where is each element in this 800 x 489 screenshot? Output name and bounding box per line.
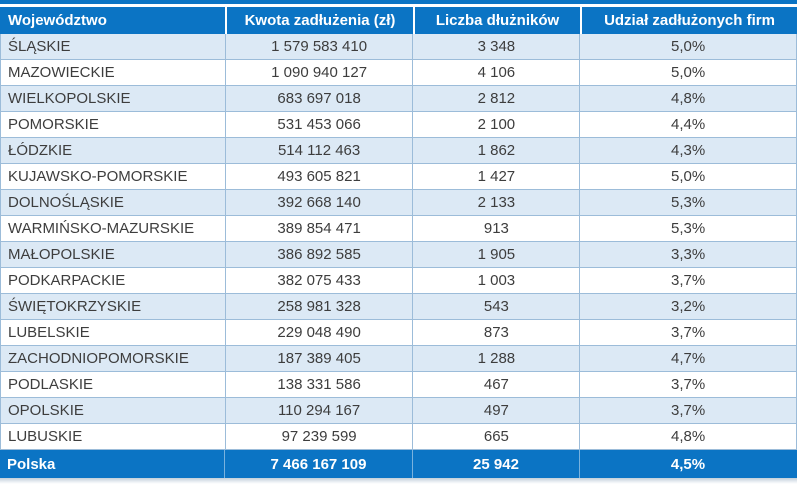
debtors-count-cell: 1 003 — [412, 268, 579, 293]
region-cell: KUJAWSKO-POMORSKIE — [8, 168, 188, 185]
table-row: LUBELSKIE 229 048 490 873 3,7% — [0, 320, 797, 346]
table-body: ŚLĄSKIE 1 579 583 410 3 348 5,0% MAZOWIE… — [0, 34, 797, 450]
region-cell: ŚWIĘTOKRZYSKIE — [8, 298, 142, 315]
table-row: POMORSKIE 531 453 066 2 100 4,4% — [0, 112, 797, 138]
region-cell: ŁÓDZKIE — [8, 142, 73, 159]
debt-amount-cell: 386 892 585 — [224, 242, 413, 267]
table-row: DOLNOŚLĄSKIE 392 668 140 2 133 5,3% — [0, 190, 797, 216]
region-cell: MAZOWIECKIE — [8, 64, 115, 81]
debt-amount-cell: 187 389 405 — [224, 346, 413, 371]
region-cell: OPOLSKIE — [8, 402, 84, 419]
region-cell: WIELKOPOLSKIE — [8, 90, 131, 107]
debt-amount-cell: 493 605 821 — [224, 164, 413, 189]
table-row: PODKARPACKIE 382 075 433 1 003 3,7% — [0, 268, 797, 294]
table-header-row: Województwo Kwota zadłużenia (zł) Liczba… — [0, 7, 797, 34]
debt-share-cell: 4,3% — [579, 138, 796, 163]
debt-amount-cell: 382 075 433 — [224, 268, 413, 293]
region-cell: MAŁOPOLSKIE — [8, 246, 115, 263]
debt-share-cell: 3,7% — [579, 372, 796, 397]
region-cell: LUBUSKIE — [8, 428, 83, 445]
table-row: KUJAWSKO-POMORSKIE 493 605 821 1 427 5,0… — [0, 164, 797, 190]
column-header-kwota-zadluzenia: Kwota zadłużenia (zł) — [225, 7, 413, 34]
total-share-cell: 4,5% — [579, 450, 796, 478]
debtors-count-cell: 3 348 — [412, 34, 579, 59]
debt-amount-cell: 229 048 490 — [224, 320, 413, 345]
total-debtors-cell: 25 942 — [412, 450, 579, 478]
debt-share-cell: 4,8% — [579, 86, 796, 111]
table-row: WIELKOPOLSKIE 683 697 018 2 812 4,8% — [0, 86, 797, 112]
voivodeship-debt-table: Województwo Kwota zadłużenia (zł) Liczba… — [0, 7, 797, 484]
table-row: LUBUSKIE 97 239 599 665 4,8% — [0, 424, 797, 450]
total-debt-cell: 7 466 167 109 — [224, 450, 412, 478]
table-row: ZACHODNIOPOMORSKIE 187 389 405 1 288 4,7… — [0, 346, 797, 372]
column-header-udzial-zadluzonych-firm: Udział zadłużonych firm — [580, 7, 797, 34]
debt-amount-cell: 389 854 471 — [224, 216, 413, 241]
debt-amount-cell: 1 579 583 410 — [224, 34, 413, 59]
debt-share-cell: 5,0% — [579, 164, 796, 189]
debtors-count-cell: 2 812 — [412, 86, 579, 111]
region-cell: LUBELSKIE — [8, 324, 90, 341]
debt-share-cell: 5,3% — [579, 190, 796, 215]
debtors-count-cell: 1 427 — [412, 164, 579, 189]
debtors-count-cell: 4 106 — [412, 60, 579, 85]
table-total-row: Polska 7 466 167 109 25 942 4,5% — [0, 450, 797, 478]
table-bottom-shadow — [0, 478, 797, 484]
debtors-count-cell: 665 — [412, 424, 579, 449]
debt-amount-cell: 97 239 599 — [224, 424, 413, 449]
table-row: WARMIŃSKO-MAZURSKIE 389 854 471 913 5,3% — [0, 216, 797, 242]
debt-share-cell: 3,7% — [579, 320, 796, 345]
debtors-count-cell: 1 862 — [412, 138, 579, 163]
region-cell: ZACHODNIOPOMORSKIE — [8, 350, 189, 367]
debt-amount-cell: 531 453 066 — [224, 112, 413, 137]
table-row: PODLASKIE 138 331 586 467 3,7% — [0, 372, 797, 398]
table-row: OPOLSKIE 110 294 167 497 3,7% — [0, 398, 797, 424]
region-cell: PODKARPACKIE — [8, 272, 126, 289]
debt-amount-cell: 683 697 018 — [224, 86, 413, 111]
debtors-count-cell: 1 905 — [412, 242, 579, 267]
debt-amount-cell: 138 331 586 — [224, 372, 413, 397]
table-row: ŚWIĘTOKRZYSKIE 258 981 328 543 3,2% — [0, 294, 797, 320]
debt-share-cell: 4,7% — [579, 346, 796, 371]
table-row: MAZOWIECKIE 1 090 940 127 4 106 5,0% — [0, 60, 797, 86]
debt-share-cell: 3,2% — [579, 294, 796, 319]
column-header-liczba-dluznikow: Liczba dłużników — [413, 7, 580, 34]
debt-share-cell: 4,4% — [579, 112, 796, 137]
debt-amount-cell: 514 112 463 — [224, 138, 413, 163]
total-region-cell: Polska — [7, 455, 56, 473]
debtors-count-cell: 1 288 — [412, 346, 579, 371]
debt-amount-cell: 258 981 328 — [224, 294, 413, 319]
debtors-count-cell: 2 133 — [412, 190, 579, 215]
debt-share-cell: 4,8% — [579, 424, 796, 449]
table-row: ŚLĄSKIE 1 579 583 410 3 348 5,0% — [0, 34, 797, 60]
debt-share-cell: 5,0% — [579, 34, 796, 59]
region-cell: ŚLĄSKIE — [8, 38, 71, 55]
debtors-count-cell: 497 — [412, 398, 579, 423]
debtors-count-cell: 873 — [412, 320, 579, 345]
debt-share-cell: 3,3% — [579, 242, 796, 267]
region-cell: POMORSKIE — [8, 116, 99, 133]
table-row: MAŁOPOLSKIE 386 892 585 1 905 3,3% — [0, 242, 797, 268]
region-cell: PODLASKIE — [8, 376, 94, 393]
debtors-count-cell: 543 — [412, 294, 579, 319]
debt-amount-cell: 1 090 940 127 — [224, 60, 413, 85]
debt-share-cell: 3,7% — [579, 268, 796, 293]
debtors-count-cell: 913 — [412, 216, 579, 241]
debt-amount-cell: 110 294 167 — [224, 398, 413, 423]
debt-share-cell: 3,7% — [579, 398, 796, 423]
table-top-border — [0, 0, 797, 4]
debt-share-cell: 5,3% — [579, 216, 796, 241]
region-cell: DOLNOŚLĄSKIE — [8, 194, 124, 211]
column-header-wojewodztwo: Województwo — [8, 12, 107, 29]
region-cell: WARMIŃSKO-MAZURSKIE — [8, 220, 195, 237]
debtors-count-cell: 467 — [412, 372, 579, 397]
debt-share-cell: 5,0% — [579, 60, 796, 85]
debtors-count-cell: 2 100 — [412, 112, 579, 137]
table-row: ŁÓDZKIE 514 112 463 1 862 4,3% — [0, 138, 797, 164]
debt-amount-cell: 392 668 140 — [224, 190, 413, 215]
